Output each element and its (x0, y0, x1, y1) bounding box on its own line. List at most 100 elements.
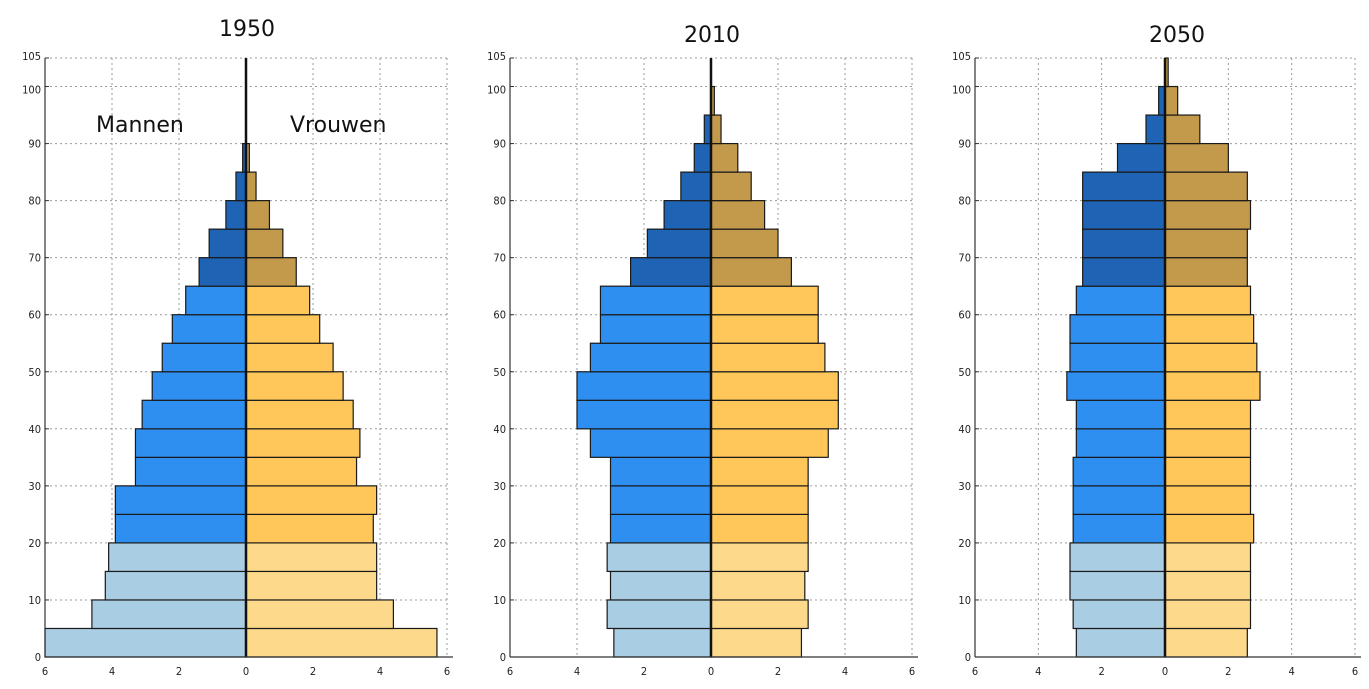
bar-female-age-40 (710, 399, 839, 430)
bar-male-age-70 (208, 228, 247, 259)
panel-title: 1950 (219, 17, 275, 42)
bar-male-age-85 (693, 142, 712, 173)
y-tick-label: 30 (28, 480, 41, 493)
bar-male-age-50 (161, 342, 247, 373)
bar-female-age-0 (710, 627, 803, 658)
bar-male-age-55 (1069, 314, 1166, 344)
y-tick-label: 0 (35, 651, 41, 664)
bar-female-age-85 (1164, 142, 1229, 173)
y-tick-label: 100 (952, 84, 971, 97)
bar-male-age-45 (576, 371, 712, 401)
bar-male-age-65 (629, 257, 712, 287)
bar-male-age-80 (680, 171, 712, 202)
bar-female-age-15 (710, 542, 809, 573)
bar-female-age-30 (245, 456, 358, 487)
bar-male-age-80 (1082, 171, 1166, 202)
bar-female-age-90 (710, 114, 722, 145)
bar-male-age-25 (1072, 485, 1166, 515)
bar-male-age-35 (1075, 428, 1166, 458)
bar-female-age-15 (1164, 542, 1252, 573)
x-tick-label: 0 (243, 665, 249, 678)
bar-male-age-5 (91, 599, 247, 630)
y-tick-label: 100 (22, 84, 41, 97)
bar-male-age-85 (1116, 142, 1166, 173)
y-tick-label: 40 (493, 423, 506, 436)
bar-male-age-35 (589, 428, 712, 458)
bar-female-age-70 (710, 228, 779, 259)
bar-male-age-60 (599, 285, 712, 316)
bar-male-age-90 (1145, 114, 1166, 145)
bar-male-age-55 (599, 314, 712, 344)
bar-male-age-15 (108, 542, 247, 573)
x-tick-label: 2 (1099, 665, 1105, 678)
bar-male-age-30 (134, 456, 247, 487)
bar-female-age-65 (245, 257, 297, 287)
bar-female-age-95 (1164, 85, 1179, 116)
bar-male-age-30 (609, 456, 712, 487)
bar-male-age-40 (576, 399, 712, 430)
x-tick-label: 6 (909, 665, 915, 678)
x-tick-label: 4 (1035, 665, 1041, 678)
bar-male-age-65 (1082, 257, 1166, 287)
bar-female-age-70 (245, 228, 284, 259)
bar-female-age-20 (245, 513, 374, 544)
bar-female-age-45 (1164, 371, 1261, 401)
x-tick-label: 6 (972, 665, 978, 678)
x-tick-label: 0 (708, 665, 714, 678)
y-tick-label: 20 (493, 537, 506, 550)
x-tick-label: 4 (574, 665, 580, 678)
x-tick-label: 6 (507, 665, 513, 678)
bar-female-age-80 (1164, 171, 1248, 202)
bar-female-age-65 (710, 257, 793, 287)
bar-female-age-75 (710, 200, 766, 230)
bar-female-age-55 (245, 314, 321, 344)
bar-male-age-0 (1075, 627, 1166, 658)
bar-female-age-55 (1164, 314, 1255, 344)
bar-female-age-60 (245, 285, 311, 316)
y-tick-label: 70 (958, 252, 971, 265)
bar-male-age-75 (1082, 200, 1166, 230)
y-tick-label: 90 (493, 138, 506, 151)
bar-male-age-40 (1075, 399, 1166, 430)
x-tick-label: 4 (109, 665, 115, 678)
bar-male-age-30 (1072, 456, 1166, 487)
bar-female-age-60 (1164, 285, 1252, 316)
bar-male-age-70 (1082, 228, 1166, 259)
bar-female-age-80 (710, 171, 752, 202)
bar-female-age-80 (245, 171, 257, 202)
bar-female-age-50 (710, 342, 826, 373)
x-tick-label: 2 (641, 665, 647, 678)
y-tick-label: 0 (965, 651, 971, 664)
y-tick-label: 70 (493, 252, 506, 265)
bar-male-age-75 (663, 200, 712, 230)
bar-female-age-50 (1164, 342, 1258, 373)
bar-male-age-35 (134, 428, 247, 458)
bar-female-age-0 (1164, 627, 1248, 658)
bar-male-age-60 (185, 285, 247, 316)
y-tick-label: 105 (952, 50, 971, 63)
bar-female-age-25 (245, 485, 378, 515)
bar-female-age-5 (710, 599, 809, 630)
bar-male-age-50 (589, 342, 712, 373)
bar-female-age-10 (1164, 570, 1252, 601)
label-male: Mannen (96, 113, 184, 138)
y-tick-label: 30 (958, 480, 971, 493)
x-tick-label: 2 (775, 665, 781, 678)
bar-female-age-10 (710, 570, 806, 601)
x-tick-label: 0 (1162, 665, 1168, 678)
y-tick-label: 20 (958, 537, 971, 550)
bar-female-age-25 (710, 485, 809, 515)
bar-male-age-50 (1069, 342, 1166, 373)
y-tick-label: 10 (28, 594, 41, 607)
x-tick-label: 6 (1352, 665, 1358, 678)
y-tick-label: 105 (487, 50, 506, 63)
bar-male-age-45 (151, 371, 247, 401)
y-tick-label: 80 (493, 195, 506, 208)
bar-female-age-70 (1164, 228, 1248, 259)
bar-female-age-40 (245, 399, 354, 430)
y-tick-label: 20 (28, 537, 41, 550)
